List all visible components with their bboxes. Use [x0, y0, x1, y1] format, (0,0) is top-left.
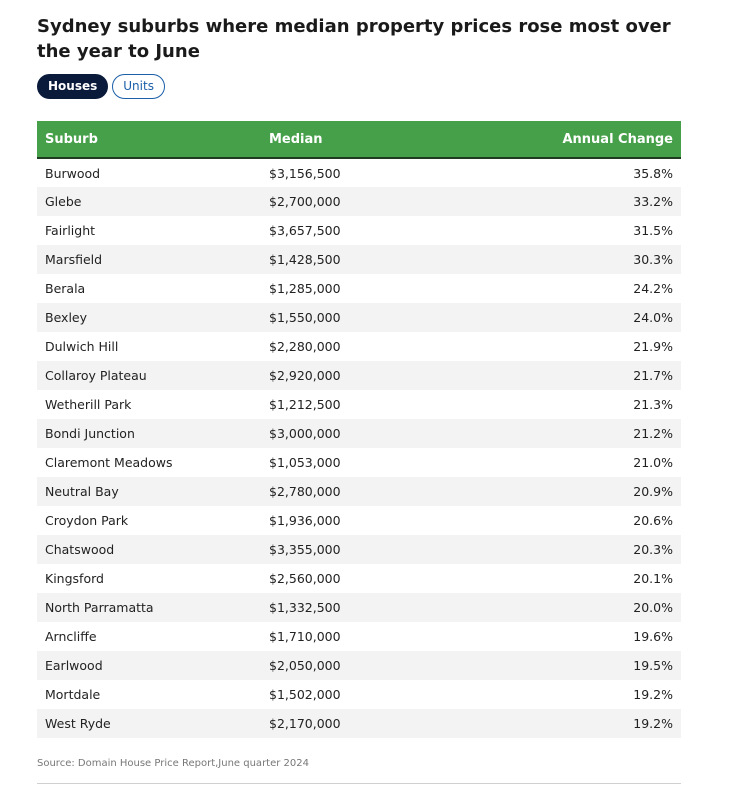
table-cell-median: $2,780,000 [261, 477, 481, 506]
table-row: Chatswood $3,355,000 20.3% [37, 535, 681, 564]
table-cell-median: $2,280,000 [269, 339, 341, 354]
table-cell-suburb: North Parramatta [37, 593, 261, 622]
table-cell-annual-change: 19.6% [633, 629, 673, 644]
table-row: Bexley $1,550,000 24.0% [37, 303, 681, 332]
table-cell-median: $2,700,000 [261, 187, 481, 216]
table-cell-annual-change: 24.0% [481, 303, 681, 332]
table-row: Marsfield $1,428,500 30.3% [37, 245, 681, 274]
table-cell-median: $3,657,500 [269, 223, 341, 238]
table-cell-median: $1,710,000 [269, 629, 341, 644]
table-cell-annual-change: 21.2% [481, 419, 681, 448]
table-cell-suburb: Glebe [37, 187, 261, 216]
table-row: West Ryde $2,170,000 19.2% [37, 709, 681, 738]
table-row: Bondi Junction $3,000,000 21.2% [37, 419, 681, 448]
table-row: Wetherill Park $1,212,500 21.3% [37, 390, 681, 419]
table-cell-suburb: Mortdale [45, 687, 101, 702]
table-cell-median: $1,428,500 [261, 245, 481, 274]
table-cell-suburb: Bexley [37, 303, 261, 332]
table-row: Claremont Meadows $1,053,000 21.0% [37, 448, 681, 477]
table-cell-suburb: Claremont Meadows [45, 455, 173, 470]
table-cell-annual-change: 20.3% [481, 535, 681, 564]
tab-group: Houses Units [37, 74, 165, 99]
table-cell-annual-change: 20.6% [633, 513, 673, 528]
table-cell-annual-change: 21.0% [633, 455, 673, 470]
table-cell-median: $2,920,000 [261, 361, 481, 390]
table-cell-suburb: Dulwich Hill [45, 339, 119, 354]
table-row: Collaroy Plateau $2,920,000 21.7% [37, 361, 681, 390]
table-cell-median: $1,550,000 [261, 303, 481, 332]
table-cell-annual-change: 20.0% [481, 593, 681, 622]
table-cell-annual-change: 30.3% [481, 245, 681, 274]
table-row: Mortdale $1,502,000 19.2% [37, 680, 681, 709]
table-cell-suburb: West Ryde [37, 709, 261, 738]
table-cell-annual-change: 33.2% [481, 187, 681, 216]
table-cell-median: $3,355,000 [261, 535, 481, 564]
table-cell-suburb: Earlwood [37, 651, 261, 680]
table-cell-annual-change: 20.1% [633, 571, 673, 586]
table-row: Arncliffe $1,710,000 19.6% [37, 622, 681, 651]
table-cell-suburb: Chatswood [37, 535, 261, 564]
table-cell-suburb: Kingsford [45, 571, 104, 586]
table-cell-suburb: Croydon Park [45, 513, 129, 528]
table-cell-annual-change: 19.5% [481, 651, 681, 680]
table-cell-median: $3,000,000 [261, 419, 481, 448]
table-cell-annual-change: 35.8% [633, 165, 673, 181]
table-row: Croydon Park $1,936,000 20.6% [37, 506, 681, 535]
table-cell-suburb: Burwood [45, 165, 101, 181]
table-cell-median: $1,212,500 [269, 397, 341, 412]
price-table: Suburb Median Annual Change Burwood $3,15… [37, 121, 681, 738]
tab-units[interactable]: Units [112, 74, 165, 99]
table-cell-median: $1,285,000 [269, 281, 341, 296]
table-cell-median: $2,050,000 [261, 651, 481, 680]
table-cell-suburb: Neutral Bay [37, 477, 261, 506]
table-cell-annual-change: 21.9% [633, 339, 673, 354]
table-cell-annual-change: 20.9% [481, 477, 681, 506]
table-cell-suburb: Collaroy Plateau [37, 361, 261, 390]
table-cell-suburb: Fairlight [45, 223, 96, 238]
source-note: Source: Domain House Price Report,June q… [37, 758, 309, 769]
table-cell-median: $3,156,500 [269, 165, 341, 181]
table-row: Neutral Bay $2,780,000 20.9% [37, 477, 681, 506]
table-cell-annual-change: 21.7% [481, 361, 681, 390]
column-header-median[interactable]: Median [261, 121, 481, 159]
table-row: Glebe $2,700,000 33.2% [37, 187, 681, 216]
page-title: Sydney suburbs where median property pri… [37, 16, 671, 62]
table-row: North Parramatta $1,332,500 20.0% [37, 593, 681, 622]
table-row: Earlwood $2,050,000 19.5% [37, 651, 681, 680]
table-cell-median: $2,560,000 [269, 571, 341, 586]
divider [37, 783, 681, 784]
column-header-annual-change[interactable]: Annual Change [481, 121, 681, 159]
table-cell-suburb: Wetherill Park [45, 397, 132, 412]
table-row: Fairlight $3,657,500 31.5% [37, 216, 681, 245]
tab-houses[interactable]: Houses [37, 74, 109, 99]
table-cell-suburb: Arncliffe [45, 629, 97, 644]
table-cell-suburb: Bondi Junction [37, 419, 261, 448]
table-cell-annual-change: 21.3% [633, 397, 673, 412]
table-cell-suburb: Marsfield [37, 245, 261, 274]
table-row: Kingsford $2,560,000 20.1% [37, 564, 681, 593]
table-cell-median: $1,053,000 [269, 455, 341, 470]
table-cell-suburb: Berala [45, 281, 86, 296]
table-cell-median: $2,170,000 [261, 709, 481, 738]
table-header-row: Suburb Median Annual Change [37, 121, 681, 159]
table-row: Berala $1,285,000 24.2% [37, 274, 681, 303]
table-cell-annual-change: 31.5% [633, 223, 673, 238]
table-cell-median: $1,936,000 [269, 513, 341, 528]
table-cell-annual-change: 19.2% [481, 709, 681, 738]
column-header-suburb[interactable]: Suburb [37, 121, 261, 159]
table-cell-median: $1,332,500 [261, 593, 481, 622]
table-row: Burwood $3,156,500 35.8% [37, 158, 681, 187]
table-cell-annual-change: 19.2% [633, 687, 673, 702]
table-row: Dulwich Hill $2,280,000 21.9% [37, 332, 681, 361]
table-body: Burwood $3,156,500 35.8% Glebe $2,700,000 33.… [37, 158, 681, 738]
table-cell-annual-change: 24.2% [633, 281, 673, 296]
table-cell-median: $1,502,000 [269, 687, 341, 702]
